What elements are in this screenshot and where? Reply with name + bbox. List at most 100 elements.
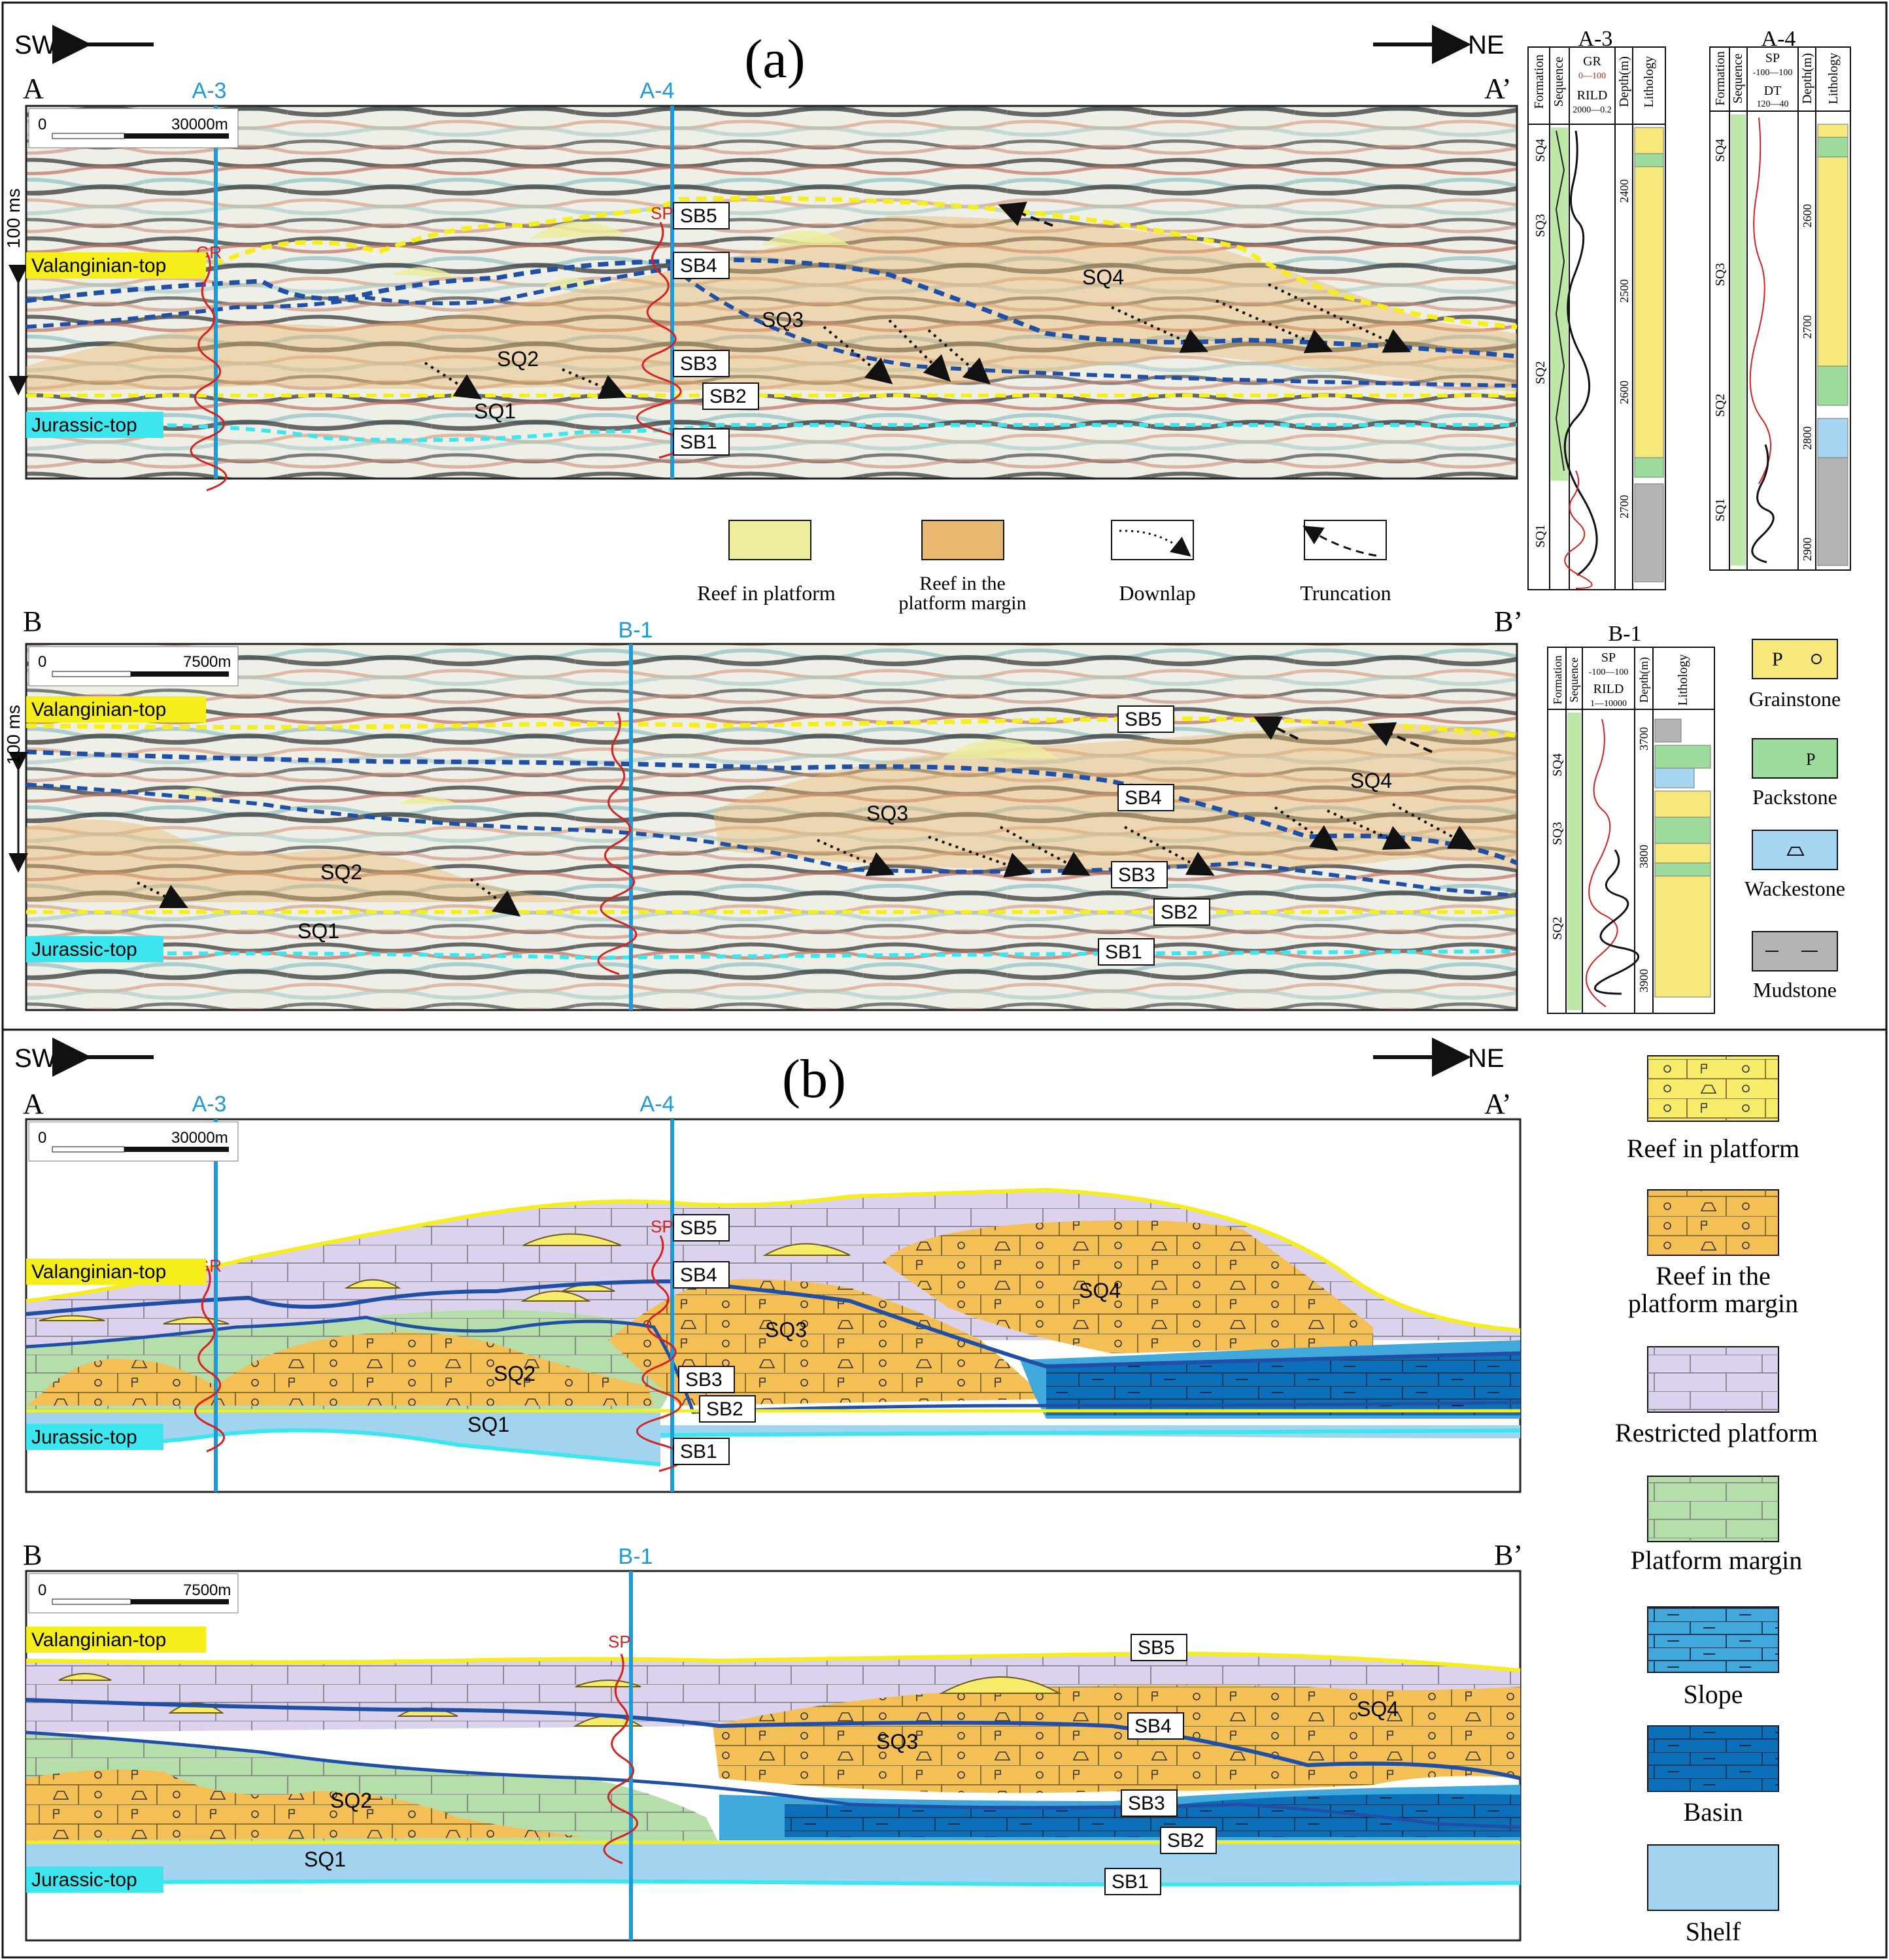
sp-log-curve-b (597, 712, 638, 975)
downlap-arrows-b (137, 803, 1476, 917)
sb5-label-fa: SB5 (680, 1217, 717, 1239)
jurassic-horizon (26, 423, 1517, 443)
curve-dt: DT (1764, 84, 1782, 98)
well-log-a3: A-3 Formation Sequence Depth(m) Litholog… (1527, 27, 1666, 590)
sb1-label-fa: SB1 (680, 1441, 717, 1462)
panel-a: SW (a) NE A A’ (3, 25, 1851, 1014)
curve-rild-range: 2000—0.2 (1573, 105, 1612, 115)
seq: SQ2 (1713, 394, 1727, 417)
sb3-label: SB3 (680, 353, 717, 375)
col-formation: Formation (1532, 54, 1546, 109)
sq2-label-b: SQ2 (320, 860, 362, 884)
sp-log-curve-b (636, 1235, 686, 1472)
curve-rild-range: 1—10000 (1590, 699, 1627, 709)
sb4-label-fb: SB4 (1134, 1715, 1172, 1737)
well-a3-b: A-3 (192, 1092, 227, 1117)
scale-length-fb: 7500m (183, 1581, 231, 1599)
scale-zero-fb: 0 (38, 1581, 46, 1599)
valanginian-horizon-b (26, 716, 1518, 738)
sb3-label-b: SB3 (1118, 864, 1155, 886)
depth: 2700 (1801, 315, 1814, 339)
legend-reef-in-platform: Reef in platform (1627, 1134, 1799, 1163)
sq2-label-fb: SQ2 (330, 1789, 372, 1812)
sq1-label-fb: SQ1 (304, 1848, 346, 1871)
section-b-start: B (23, 605, 42, 637)
col-formation: Formation (1551, 656, 1564, 705)
sb1-label: SB1 (680, 431, 717, 453)
curve-sp: SP (1601, 651, 1616, 665)
sq2-reef-overlay-b (26, 819, 588, 902)
depth: 2700 (1618, 495, 1631, 518)
seq: SQ2 (1550, 917, 1565, 940)
log-label-sp-fb: SP (608, 1632, 631, 1651)
depth: 3900 (1637, 969, 1650, 992)
sb3-horizon-b (26, 783, 1518, 898)
scale-box-b (28, 646, 239, 686)
sq1-label: SQ1 (474, 399, 516, 423)
sq2-label-fa: SQ2 (494, 1362, 536, 1385)
depths-b1: 3700 3800 3900 (1637, 727, 1650, 992)
sb-labels-a: SB5 SB4 SB3 SB2 SB1 (673, 202, 759, 456)
sq3-label-fb: SQ3 (876, 1730, 918, 1753)
log-label-sp: SP (651, 203, 673, 223)
panel-b-label: (b) (782, 1049, 846, 1109)
valanginian-horizon (26, 195, 1518, 329)
scale-zero: 0 (38, 116, 46, 133)
col-lithology: Lithology (1676, 654, 1690, 706)
direction-ne: NE (1468, 31, 1505, 59)
seqs-a3: SQ4 SQ3 SQ2 SQ1 (1533, 139, 1548, 548)
sb5-label-fb: SB5 (1138, 1637, 1175, 1659)
facies-b-end: B’ (1494, 1539, 1523, 1571)
col-sequence: Sequence (1552, 57, 1566, 107)
sq3-label-b: SQ3 (866, 802, 908, 825)
platform-reef (762, 230, 850, 245)
sb-labels-b: SB5 SB4 SB3 SB2 SB1 (1098, 705, 1210, 966)
depth: 2600 (1801, 204, 1814, 228)
sb-labels-fb: SB5 SB4 SB3 SB2 SB1 (1104, 1634, 1217, 1895)
section-a-start: A (23, 73, 44, 105)
direction-sw-b: SW (14, 1044, 57, 1073)
gr-log-curve-b (194, 1268, 225, 1453)
sb3-label-fa: SB3 (685, 1369, 723, 1391)
legend-mudstone: Mudstone (1753, 978, 1837, 1002)
panel-b: SW (b) NE A A’ (14, 1038, 1818, 1946)
depth: 2600 (1618, 380, 1631, 404)
seq: SQ1 (1533, 524, 1548, 548)
seq: SQ4 (1550, 753, 1565, 777)
well-b1: B-1 (619, 618, 653, 643)
truncation-arrow (998, 201, 1053, 227)
curve-sp-range: -100—100 (1589, 667, 1629, 677)
well-a4-b: A-4 (640, 1092, 675, 1117)
seismic-section-b (25, 643, 1518, 1011)
scale-length-b: 7500m (183, 653, 231, 671)
legend-downlap: Downlap (1119, 581, 1195, 605)
sq-labels-a: SQ1 SQ2 SQ3 SQ4 (474, 265, 1124, 423)
valanginian-tag-bg (26, 252, 206, 279)
legend-reef-platform: Reef in platform (697, 581, 836, 605)
direction-sw: SW (14, 31, 57, 59)
legend-grainstone: Grainstone (1749, 687, 1841, 711)
sb4-label: SB4 (680, 255, 717, 277)
legend-platform-margin: Platform margin (1631, 1546, 1803, 1575)
legend-packstone: Packstone (1752, 785, 1837, 809)
depth: 3800 (1637, 845, 1650, 868)
platform-reefs-b (58, 1673, 1062, 1727)
scale-length-fa: 30000m (171, 1129, 228, 1147)
seq: SQ4 (1713, 139, 1727, 162)
sq4-label-b: SQ4 (1350, 769, 1392, 792)
platform-reef (399, 796, 458, 804)
downlap-arrows (424, 283, 1412, 399)
curve-rild: RILD (1577, 88, 1608, 103)
seqs-a4: SQ4 SQ3 SQ2 SQ1 (1713, 139, 1727, 522)
sb4-label-b: SB4 (1125, 787, 1162, 809)
platform-reef (543, 278, 602, 288)
sb2-label-fb: SB2 (1167, 1830, 1204, 1851)
well-log-a4: A-4 Formation Sequence Depth(m) Litholog… (1709, 27, 1851, 571)
direction-ne-b: NE (1468, 1044, 1505, 1073)
grainstone-p-icon: P (1772, 649, 1783, 670)
depth: 2900 (1801, 537, 1814, 561)
col-depth: Depth(m) (1637, 657, 1651, 703)
well-a3: A-3 (192, 78, 227, 103)
well-b1-b: B-1 (619, 1544, 653, 1569)
